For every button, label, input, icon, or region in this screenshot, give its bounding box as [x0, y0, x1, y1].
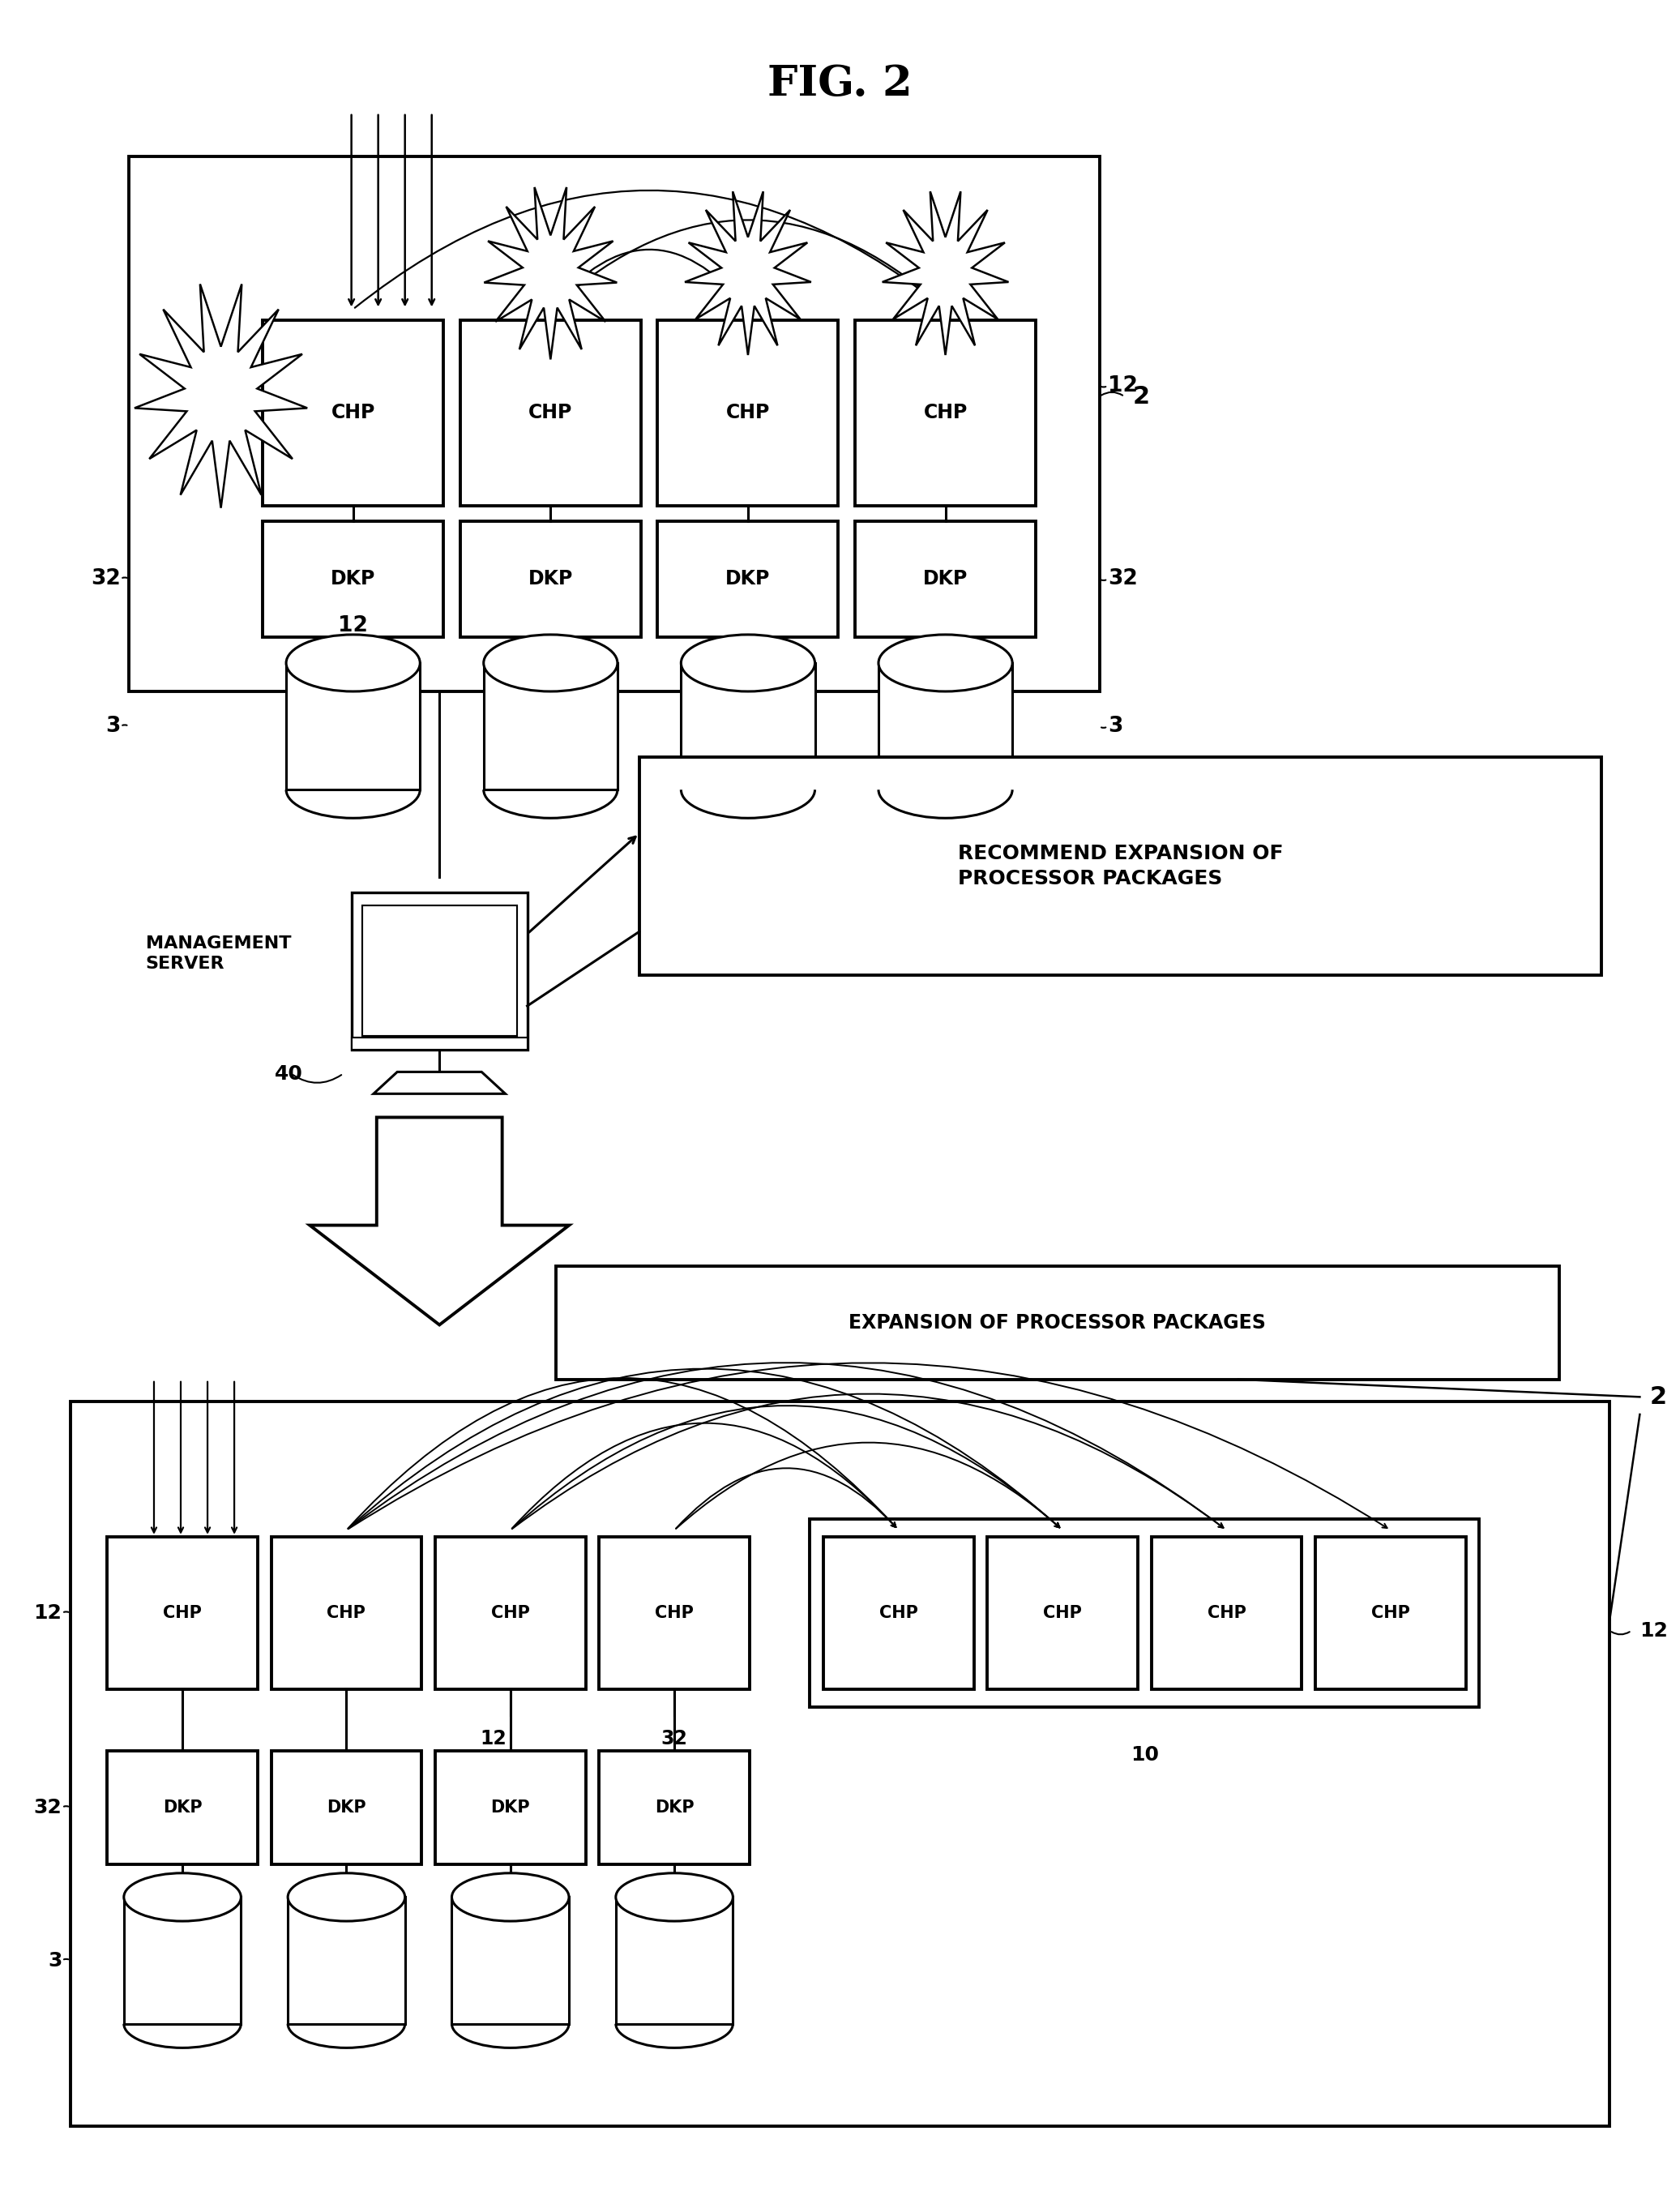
FancyBboxPatch shape — [435, 1751, 586, 1865]
FancyBboxPatch shape — [262, 320, 444, 506]
FancyBboxPatch shape — [460, 521, 640, 638]
Text: 12: 12 — [1640, 1621, 1668, 1641]
Text: 3: 3 — [47, 1950, 62, 1970]
Text: CHP: CHP — [1043, 1606, 1082, 1621]
FancyBboxPatch shape — [129, 156, 1099, 692]
Bar — [124, 1897, 240, 2024]
Text: DKP: DKP — [326, 1799, 366, 1816]
FancyBboxPatch shape — [1315, 1536, 1465, 1689]
Text: DKP: DKP — [922, 570, 968, 589]
Text: 2: 2 — [1650, 1385, 1667, 1409]
Bar — [452, 1897, 570, 2024]
Bar — [287, 1897, 405, 2024]
Text: DKP: DKP — [655, 1799, 694, 1816]
FancyBboxPatch shape — [270, 1536, 422, 1689]
Text: DKP: DKP — [528, 570, 573, 589]
Text: CHP: CHP — [924, 403, 968, 423]
FancyBboxPatch shape — [638, 756, 1601, 975]
FancyBboxPatch shape — [71, 1402, 1609, 2127]
FancyBboxPatch shape — [435, 1536, 586, 1689]
Text: 12: 12 — [34, 1604, 62, 1624]
Text: DKP: DKP — [491, 1799, 531, 1816]
Polygon shape — [373, 1071, 506, 1093]
FancyBboxPatch shape — [108, 1751, 257, 1865]
Text: 3: 3 — [106, 716, 121, 736]
Ellipse shape — [452, 1873, 570, 1922]
Bar — [484, 664, 618, 789]
FancyBboxPatch shape — [363, 905, 517, 1036]
Bar — [286, 664, 420, 789]
Ellipse shape — [617, 1873, 732, 1922]
Text: CHP: CHP — [655, 1606, 694, 1621]
FancyBboxPatch shape — [600, 1751, 749, 1865]
Text: 32: 32 — [1107, 567, 1137, 589]
FancyBboxPatch shape — [108, 1536, 257, 1689]
FancyBboxPatch shape — [657, 320, 838, 506]
Text: CHP: CHP — [491, 1606, 529, 1621]
Polygon shape — [685, 191, 811, 355]
Polygon shape — [882, 191, 1008, 355]
Text: CHP: CHP — [331, 403, 375, 423]
Text: DKP: DKP — [726, 570, 771, 589]
Text: FIG. 2: FIG. 2 — [768, 64, 912, 105]
Text: 12: 12 — [338, 616, 368, 635]
FancyBboxPatch shape — [270, 1751, 422, 1865]
FancyBboxPatch shape — [988, 1536, 1137, 1689]
FancyBboxPatch shape — [855, 521, 1037, 638]
FancyBboxPatch shape — [855, 320, 1037, 506]
FancyBboxPatch shape — [556, 1266, 1559, 1380]
Text: CHP: CHP — [529, 403, 573, 423]
Ellipse shape — [484, 635, 618, 692]
FancyBboxPatch shape — [823, 1536, 974, 1689]
FancyBboxPatch shape — [657, 521, 838, 638]
Text: RECOMMEND EXPANSION OF
PROCESSOR PACKAGES: RECOMMEND EXPANSION OF PROCESSOR PACKAGE… — [958, 844, 1284, 890]
Text: 10: 10 — [1131, 1746, 1159, 1766]
Ellipse shape — [680, 635, 815, 692]
Text: 32: 32 — [660, 1729, 687, 1748]
Polygon shape — [134, 285, 307, 508]
Text: EXPANSION OF PROCESSOR PACKAGES: EXPANSION OF PROCESSOR PACKAGES — [848, 1312, 1267, 1332]
FancyBboxPatch shape — [1151, 1536, 1302, 1689]
Text: DKP: DKP — [331, 570, 376, 589]
FancyBboxPatch shape — [262, 521, 444, 638]
Text: CHP: CHP — [1208, 1606, 1247, 1621]
Polygon shape — [484, 186, 617, 359]
Text: 3: 3 — [1107, 716, 1122, 736]
Text: CHP: CHP — [163, 1606, 202, 1621]
Text: DKP: DKP — [163, 1799, 202, 1816]
Text: 40: 40 — [274, 1065, 302, 1082]
Text: CHP: CHP — [879, 1606, 917, 1621]
FancyBboxPatch shape — [351, 1039, 528, 1049]
Text: CHP: CHP — [1371, 1606, 1410, 1621]
Text: 32: 32 — [34, 1799, 62, 1816]
Ellipse shape — [286, 635, 420, 692]
Ellipse shape — [124, 1873, 240, 1922]
Text: 12: 12 — [1107, 375, 1137, 397]
FancyBboxPatch shape — [600, 1536, 749, 1689]
FancyBboxPatch shape — [810, 1518, 1478, 1707]
Text: MANAGEMENT
SERVER: MANAGEMENT SERVER — [146, 936, 291, 971]
Text: 12: 12 — [480, 1729, 507, 1748]
FancyBboxPatch shape — [460, 320, 640, 506]
Text: CHP: CHP — [726, 403, 769, 423]
Bar — [879, 664, 1013, 789]
Ellipse shape — [287, 1873, 405, 1922]
Bar — [680, 664, 815, 789]
Ellipse shape — [879, 635, 1013, 692]
Text: 2: 2 — [1132, 386, 1149, 408]
Text: 32: 32 — [91, 567, 121, 589]
Text: CHP: CHP — [328, 1606, 366, 1621]
Bar — [617, 1897, 732, 2024]
FancyBboxPatch shape — [351, 892, 528, 1049]
Polygon shape — [309, 1117, 570, 1326]
